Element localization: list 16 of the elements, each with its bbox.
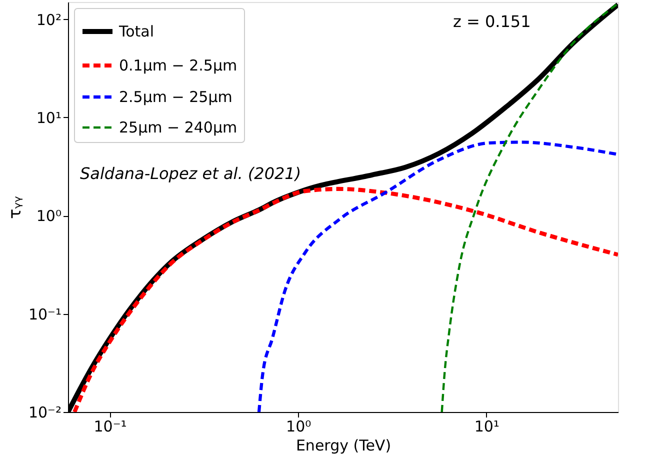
y-tick-label: 10⁰ [36,207,62,226]
y-axis-title: τᵧᵧ [5,195,26,219]
legend-label: 25μm − 240μm [119,118,238,136]
annotation: Saldana-Lopez et al. (2021) [80,164,302,183]
annotation: z = 0.151 [453,12,531,31]
legend-label: 2.5μm − 25μm [119,88,232,106]
x-axis-title: Energy (TeV) [296,436,392,454]
x-tick-label: 10⁻¹ [94,418,127,436]
legend-label: Total [118,22,154,40]
y-tick-label: 10⁻² [28,404,62,422]
legend-label: 0.1μm − 2.5μm [119,56,238,74]
x-tick-label: 10¹ [474,418,500,436]
y-tick-label: 10⁻¹ [28,305,62,324]
y-tick-label: 10¹ [36,108,62,127]
x-tick-label: 10⁰ [286,418,312,436]
y-tick-label: 10² [36,10,62,29]
